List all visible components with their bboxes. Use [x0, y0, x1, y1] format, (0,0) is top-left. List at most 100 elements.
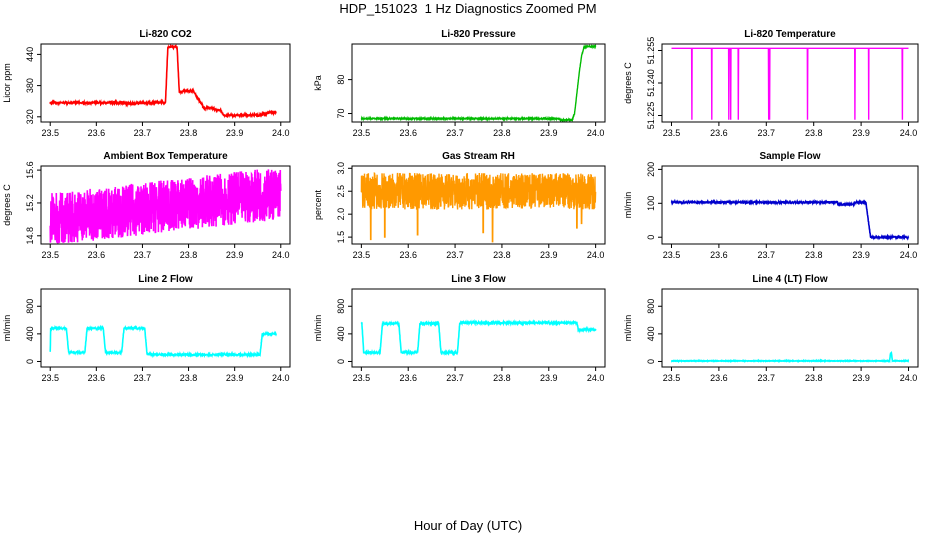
x-tick-label: 24.0 [272, 128, 290, 138]
x-tick-label: 23.9 [540, 373, 558, 383]
x-tick-label: 24.0 [900, 250, 918, 260]
x-tick-label: 23.5 [353, 250, 371, 260]
y-tick-label: 0 [646, 359, 656, 364]
y-tick-label: 0 [336, 359, 346, 364]
y-tick-label: 15.6 [25, 161, 35, 179]
y-tick-label: 320 [25, 109, 35, 124]
x-tick-label: 23.6 [710, 128, 728, 138]
x-tick-label: 23.5 [41, 250, 59, 260]
x-tick-label: 23.8 [805, 250, 823, 260]
chart-panel-4: Ambient Box Temperature degrees C 23.5 23.6… [2, 151, 291, 260]
x-tick-label: 23.6 [88, 373, 106, 383]
x-tick-label: 23.8 [180, 250, 198, 260]
x-tick-label: 23.9 [226, 250, 244, 260]
chart-title: Li-820 CO2 [139, 29, 192, 40]
y-axis-label: degrees C [2, 184, 12, 226]
series-line [49, 44, 277, 120]
x-tick-label: 23.6 [710, 250, 728, 260]
chart-panel-1: Li-820 CO2 Licor ppm 23.5 23.6 23.7 23.8 23.9 2… [2, 29, 291, 138]
y-axis-label: Licor ppm [2, 63, 12, 103]
y-tick-label: 380 [25, 78, 35, 93]
plot-area [360, 318, 597, 357]
y-tick-label: 440 [25, 47, 35, 62]
x-tick-label: 23.6 [399, 250, 417, 260]
x-tick-label: 23.9 [852, 373, 870, 383]
x-tick-label: 23.7 [758, 373, 776, 383]
chart-title: Li-820 Pressure [441, 29, 516, 40]
y-axis-label: ml/min [313, 315, 323, 342]
y-axis-label: percent [313, 189, 323, 220]
chart-title: Sample Flow [759, 151, 820, 162]
x-tick-label: 23.8 [805, 373, 823, 383]
plot-frame [40, 288, 291, 368]
chart-title: Li-820 Temperature [744, 29, 836, 40]
series-line [360, 172, 597, 243]
x-tick-label: 23.9 [540, 250, 558, 260]
x-tick-label: 23.7 [134, 128, 152, 138]
x-tick-label: 23.7 [446, 250, 464, 260]
x-tick-label: 23.9 [852, 128, 870, 138]
y-tick-label: 100 [646, 196, 656, 211]
plot-area [360, 172, 597, 243]
plot-area [49, 44, 277, 120]
y-tick-label: 400 [25, 326, 35, 341]
x-tick-label: 23.6 [399, 373, 417, 383]
chart-panel-6: Sample Flow ml/min 23.5 23.6 23.7 23.8 23.9 24.… [623, 151, 919, 260]
y-axis-label: kPa [313, 75, 323, 91]
x-tick-label: 23.5 [41, 373, 59, 383]
x-tick-label: 23.5 [353, 128, 371, 138]
chart-panel-7: Line 2 Flow ml/min 23.5 23.6 23.7 23.8 23.9 24.… [2, 274, 291, 383]
y-tick-label: 51.225 [646, 102, 656, 130]
chart-title: Line 2 Flow [138, 274, 193, 285]
x-tick-label: 23.7 [134, 373, 152, 383]
plot-frame [661, 43, 919, 123]
chart-panel-2: Li-820 Pressure kPa 23.5 23.6 23.7 23.8 23.9 24… [313, 29, 606, 138]
figure-title: HDP_151023 1 Hz Diagnostics Zoomed PM [339, 1, 597, 16]
x-tick-label: 23.9 [540, 128, 558, 138]
plot-area [49, 169, 282, 244]
y-tick-label: 80 [336, 75, 346, 85]
x-tick-label: 23.8 [180, 373, 198, 383]
chart-panel-5: Gas Stream RH percent 23.5 23.6 23.7 23.8 23.9… [313, 151, 606, 260]
y-tick-label: 800 [336, 299, 346, 314]
x-tick-label: 23.5 [663, 128, 681, 138]
y-tick-label: 200 [646, 162, 656, 177]
x-tick-label: 23.8 [493, 128, 511, 138]
series-line [360, 318, 597, 357]
x-tick-label: 23.7 [758, 250, 776, 260]
y-axis-label: ml/min [2, 315, 12, 342]
x-tick-label: 24.0 [900, 373, 918, 383]
y-tick-label: 1.5 [336, 231, 346, 244]
x-tick-label: 23.8 [493, 373, 511, 383]
plot-area [671, 47, 909, 120]
series-line [360, 44, 597, 122]
y-tick-label: 14.8 [25, 227, 35, 245]
y-tick-label: 51.240 [646, 69, 656, 97]
y-tick-label: 800 [25, 299, 35, 314]
x-tick-label: 23.6 [88, 128, 106, 138]
y-tick-label: 2.5 [336, 185, 346, 198]
y-tick-label: 400 [646, 326, 656, 341]
x-tick-label: 23.6 [399, 128, 417, 138]
plot-frame [40, 165, 291, 245]
x-tick-label: 23.5 [663, 250, 681, 260]
plot-area [670, 198, 910, 241]
x-tick-label: 23.5 [41, 128, 59, 138]
x-tick-label: 23.8 [180, 128, 198, 138]
series-line [670, 198, 910, 241]
x-tick-label: 23.6 [88, 250, 106, 260]
series-line [49, 324, 277, 359]
x-tick-label: 23.7 [446, 128, 464, 138]
x-tick-label: 23.9 [226, 128, 244, 138]
chart-panel-3: Li-820 Temperature degrees C 23.5 23.6 23.7 2… [623, 29, 919, 138]
plot-area [49, 324, 277, 359]
x-tick-label: 23.7 [446, 373, 464, 383]
x-tick-label: 23.6 [710, 373, 728, 383]
series-line [670, 350, 910, 364]
y-tick-label: 2.0 [336, 208, 346, 221]
x-tick-label: 24.0 [272, 250, 290, 260]
plot-frame [351, 288, 606, 368]
plot-area [670, 350, 910, 364]
y-tick-label: 3.0 [336, 162, 346, 175]
